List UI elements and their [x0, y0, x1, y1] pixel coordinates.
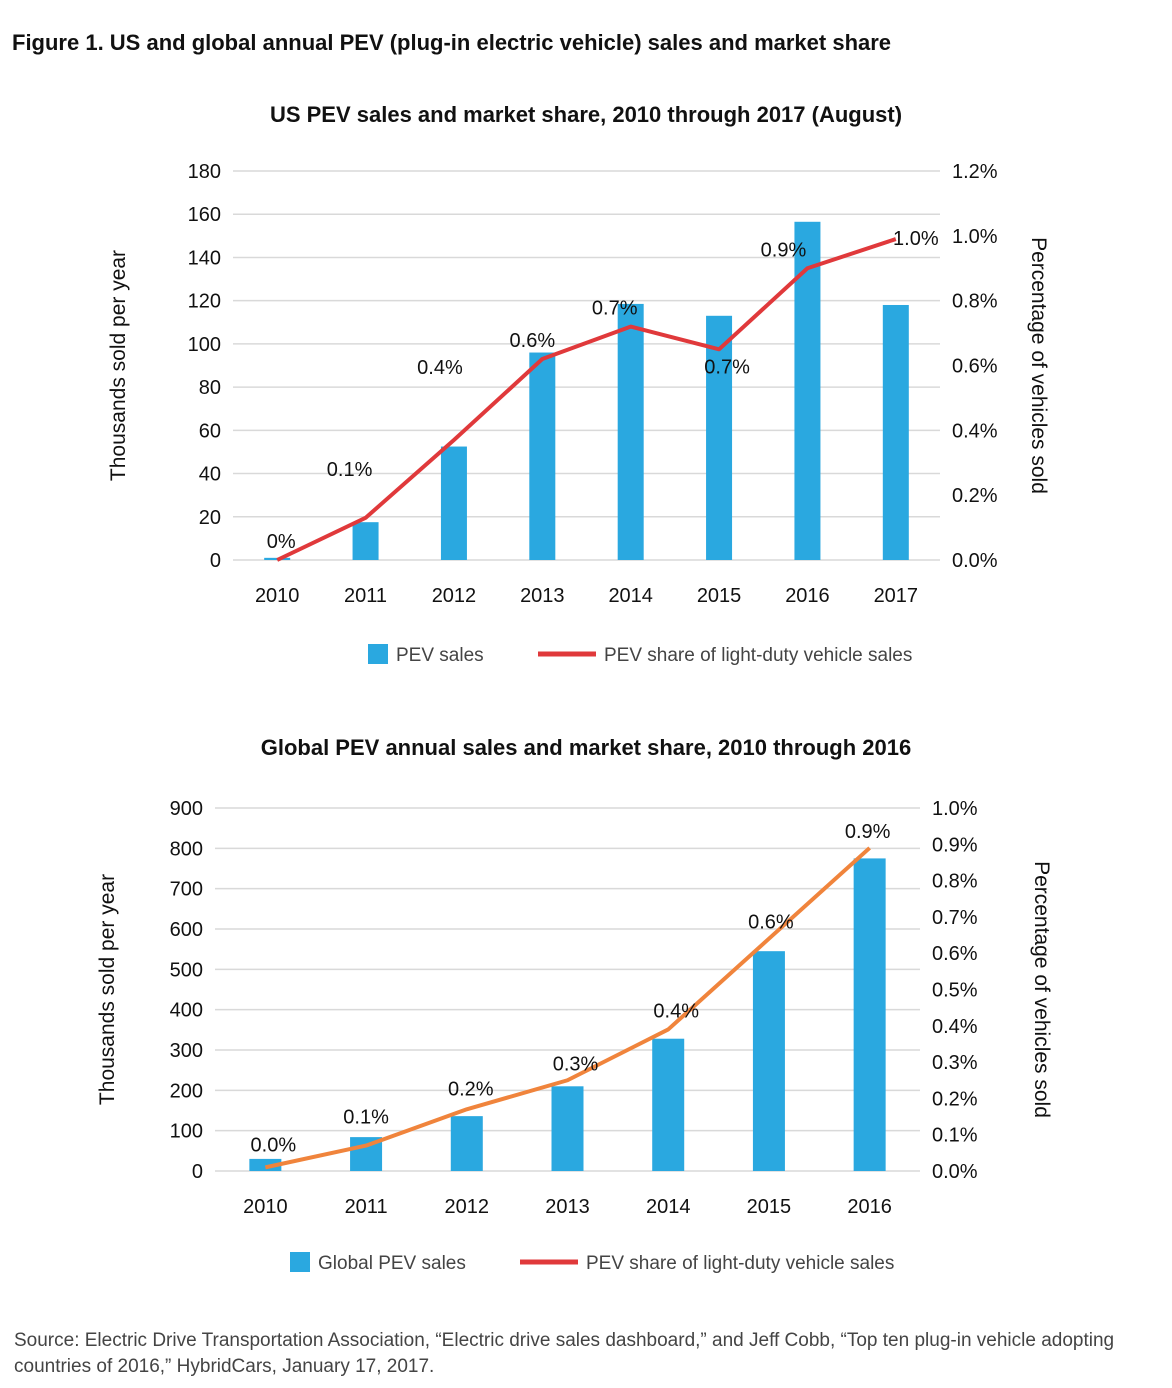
bar-2013: [529, 352, 556, 560]
legend-bar-label: Global PEV sales: [318, 1253, 466, 1274]
data-label: 0.9%: [845, 821, 891, 843]
x-tick-label: 2017: [874, 585, 919, 607]
figure-title: Figure 1. US and global annual PEV (plug…: [12, 30, 892, 55]
y2-tick-label: 0.3%: [932, 1052, 978, 1074]
y-tick-label: 120: [188, 291, 221, 313]
share-line: [264, 846, 871, 1170]
data-label: 0.9%: [761, 239, 807, 261]
y-tick-label: 800: [170, 838, 203, 860]
x-tick-label: 2013: [520, 585, 565, 607]
y-tick-label: 160: [188, 204, 221, 226]
x-tick-label: 2015: [697, 585, 742, 607]
bar-2017: [882, 304, 909, 560]
y-tick-label: 500: [170, 959, 203, 981]
x-tick-label: 2011: [344, 585, 387, 607]
y-tick-label: 100: [188, 334, 221, 356]
y-tick-label: 40: [199, 464, 221, 486]
source-note: Source: Electric Drive Transportation As…: [14, 1330, 1115, 1377]
legend-line-label: PEV share of light-duty vehicle sales: [604, 645, 912, 666]
y2-tick-label: 0.4%: [932, 1016, 978, 1038]
data-label: 0.1%: [327, 459, 373, 481]
data-label: 0%: [267, 531, 296, 553]
y-tick-label: 0: [210, 550, 221, 572]
data-label: 0.4%: [653, 1000, 699, 1022]
y2-tick-label: 0.1%: [932, 1125, 978, 1147]
y-tick-label: 80: [199, 377, 221, 399]
bar-2015: [706, 315, 733, 560]
y2-tick-label: 0.8%: [952, 291, 998, 313]
x-tick-label: 2016: [785, 585, 830, 607]
bar-2014: [652, 1038, 685, 1171]
x-tick-label: 2015: [747, 1196, 792, 1218]
us-pev-chart: 0 20 40 60 80 100 120 140 160 180 0.0% 0.2% 0.4% 0.6%…: [107, 161, 1050, 666]
y-tick-label: 60: [199, 420, 221, 442]
bar-2016: [853, 858, 886, 1171]
bar-2013: [551, 1086, 584, 1171]
x-tick-label: 2010: [255, 585, 300, 607]
global-chart-title: Global PEV annual sales and market share…: [260, 735, 912, 760]
bar-2014: [617, 303, 644, 560]
x-tick-label: 2014: [646, 1196, 691, 1218]
y2-tick-label: 0.0%: [932, 1161, 978, 1183]
y2-axis-title: Percentage of vehicles sold: [1030, 861, 1053, 1118]
x-tick-label: 2013: [545, 1196, 590, 1218]
y2-tick-label: 0.6%: [932, 943, 978, 965]
y2-axis-title: Percentage of vehicles sold: [1027, 237, 1050, 494]
legend-bar-label: PEV sales: [396, 645, 484, 666]
y-tick-label: 0: [192, 1161, 203, 1183]
data-label: 0.6%: [748, 912, 794, 934]
global-pev-chart: 0 100 200 300 400 500 600 700 800 900 0.0% 0.1% 0.2%…: [96, 798, 1053, 1274]
y2-tick-label: 0.2%: [932, 1088, 978, 1110]
y2-tick-label: 0.5%: [932, 980, 978, 1002]
x-tick-label: 2011: [345, 1196, 388, 1218]
y2-tick-label: 1.0%: [952, 226, 998, 248]
y-tick-label: 200: [170, 1080, 203, 1102]
y2-tick-label: 0.9%: [932, 834, 978, 856]
y-tick-label: 20: [199, 507, 221, 529]
x-tick-label: 2012: [432, 585, 477, 607]
x-tick-label: 2012: [445, 1196, 490, 1218]
legend-bar-swatch: [290, 1252, 310, 1272]
x-tick-label: 2016: [847, 1196, 892, 1218]
y-tick-label: 100: [170, 1121, 203, 1143]
y2-tick-label: 0.4%: [952, 420, 998, 442]
data-label: 0.1%: [343, 1107, 389, 1129]
y-tick-label: 300: [170, 1040, 203, 1062]
bar-2011: [352, 522, 379, 560]
bar-2015: [752, 951, 785, 1171]
legend-bar-swatch: [368, 644, 388, 664]
y2-tick-label: 0.2%: [952, 485, 998, 507]
bar-2012: [450, 1116, 483, 1171]
y2-tick-label: 0.6%: [952, 356, 998, 378]
data-label: 1.0%: [893, 228, 939, 250]
data-label: 0.7%: [704, 356, 750, 378]
y-tick-label: 400: [170, 1000, 203, 1022]
y-axis-title: Thousands sold per year: [96, 874, 119, 1105]
legend-line-label: PEV share of light-duty vehicle sales: [586, 1253, 894, 1274]
y-tick-label: 600: [170, 919, 203, 941]
data-label: 0.7%: [592, 298, 638, 320]
y-tick-label: 900: [170, 798, 203, 820]
data-label: 0.0%: [251, 1134, 297, 1156]
y2-tick-label: 1.2%: [952, 161, 998, 183]
y2-tick-label: 0.7%: [932, 907, 978, 929]
y2-tick-label: 0.8%: [932, 871, 978, 893]
x-tick-label: 2010: [243, 1196, 288, 1218]
y-tick-label: 140: [188, 247, 221, 269]
bar-2010: [249, 1158, 282, 1171]
data-label: 0.6%: [510, 330, 556, 352]
y-axis-title: Thousands sold per year: [107, 250, 130, 481]
us-chart-title: US PEV sales and market share, 2010 thro…: [269, 102, 903, 127]
data-label: 0.4%: [417, 357, 463, 379]
y-tick-label: 180: [188, 161, 221, 183]
x-tick-label: 2014: [608, 585, 653, 607]
share-line: [276, 237, 897, 562]
data-label: 0.2%: [448, 1078, 494, 1100]
y2-tick-label: 1.0%: [932, 798, 978, 820]
y2-tick-label: 0.0%: [952, 550, 998, 572]
data-label: 0.3%: [553, 1053, 599, 1075]
bar-2012: [440, 446, 467, 560]
y-tick-label: 700: [170, 879, 203, 901]
